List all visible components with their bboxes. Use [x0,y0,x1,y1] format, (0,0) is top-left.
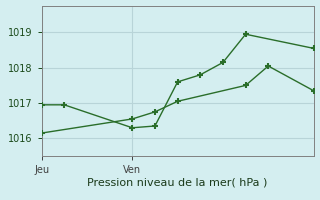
X-axis label: Pression niveau de la mer( hPa ): Pression niveau de la mer( hPa ) [87,178,268,188]
